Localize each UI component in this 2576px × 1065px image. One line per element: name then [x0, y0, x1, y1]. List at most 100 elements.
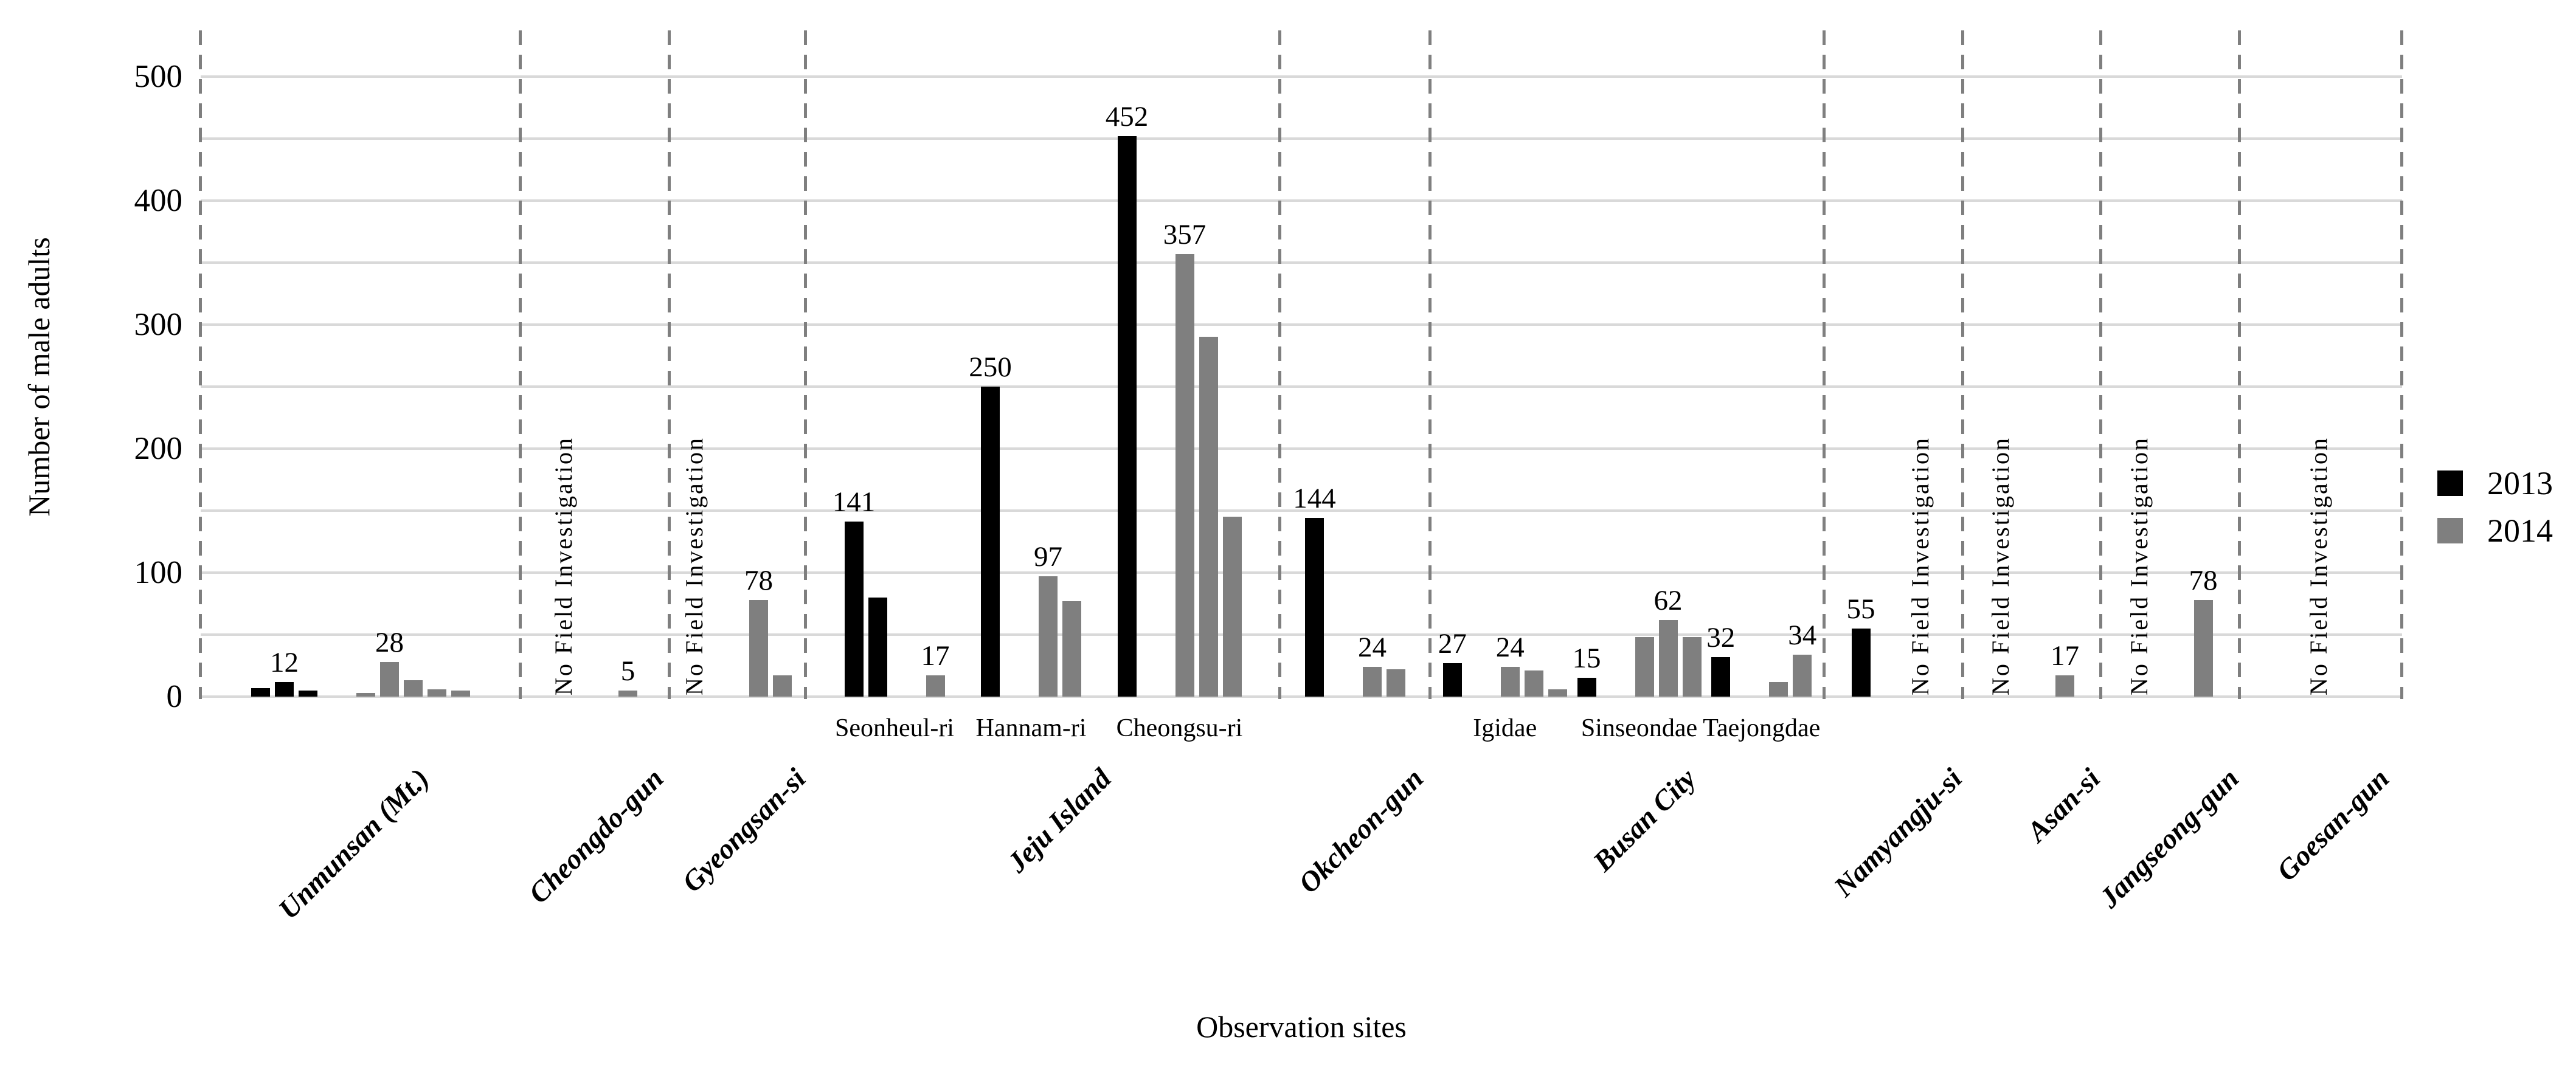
bar-2013: [1442, 663, 1462, 697]
site-label: Jeju Island: [1001, 762, 1118, 879]
y-axis-tick-label: 400: [134, 183, 183, 218]
bar-2013: [1711, 657, 1731, 697]
bar-wrap: [1548, 689, 1567, 697]
group-divider: [1428, 30, 1432, 699]
legend-swatch-2013-icon: [2437, 470, 2463, 496]
bar-group: No Field Investigation 78: [672, 30, 803, 697]
bar-wrap: 62: [1654, 587, 1683, 697]
bar-cluster: 55 No Field Investigation: [1847, 393, 1936, 697]
gridline: [201, 323, 2402, 326]
bar-wrap: [428, 689, 446, 697]
group-divider: [199, 30, 202, 699]
gridline: [201, 633, 2402, 636]
gridline: [201, 447, 2402, 450]
bar-wrap: [1524, 670, 1543, 697]
site-label: Cheongdo-gun: [522, 762, 670, 910]
bars-2014: 78: [744, 567, 792, 697]
site-label: Asan-si: [2021, 762, 2107, 848]
bar-wrap: 357: [1163, 221, 1206, 697]
bar-2014: [773, 675, 792, 697]
site-label: Namyangju-si: [1827, 762, 1968, 903]
bars-2014: 357: [1163, 221, 1242, 697]
bar-2014: [1658, 620, 1678, 697]
x-axis-title: Observation sites: [1196, 1010, 1407, 1044]
bar-wrap: 250: [969, 353, 1012, 697]
bar-2013: [1851, 629, 1871, 697]
bars-2014: 5: [618, 657, 637, 697]
bars-2013: 141: [833, 488, 887, 697]
bars-2013: 12: [251, 649, 317, 697]
no-field-investigation-label: No Field Investigation: [2304, 436, 2332, 695]
bar-cluster: 141 17 Seonheul-ri: [833, 488, 954, 743]
bar-2013: [1117, 136, 1137, 697]
bar-2014: [749, 600, 768, 697]
bars-2013: 32: [1706, 624, 1735, 697]
bar-2014: [1682, 637, 1702, 697]
bar-2014: [1524, 670, 1543, 697]
bar-cluster: 144 24: [1293, 484, 1405, 697]
bar-value-label: 55: [1846, 593, 1875, 625]
bar-wrap: [1769, 682, 1788, 697]
bar-value-label: 250: [969, 351, 1012, 383]
bar-wrap: [1222, 517, 1242, 697]
bar-group: No Field Investigation 17: [1965, 30, 2099, 697]
bars-2014: 24: [1358, 633, 1405, 697]
bars-2014: 97: [1034, 543, 1081, 697]
subsite-label: Sinseondae: [1581, 714, 1698, 742]
bar-wrap: [1387, 669, 1405, 697]
bar-wrap: [1199, 337, 1218, 697]
bar-value-label: 141: [832, 486, 876, 518]
subsite-label: Cheongsu-ri: [1116, 714, 1243, 742]
legend-item-2014: 2014: [2437, 514, 2553, 547]
bar-2013: [844, 522, 864, 697]
bar-wrap: 55: [1847, 595, 1875, 697]
site-label: Unmunsan (Mt.): [272, 762, 435, 926]
bar-value-label: 34: [1788, 619, 1817, 651]
bar-group: 141 17 Seonheul-ri 250 97 Hannam-ri 452 357 Cheo…: [808, 30, 1278, 743]
bar-value-label: 62: [1653, 585, 1683, 616]
no-field-investigation-label: No Field Investigation: [1987, 436, 2014, 695]
bar-2014: [1387, 669, 1405, 697]
no-field-investigation-label: No Field Investigation: [550, 436, 577, 695]
bar-wrap: 28: [375, 629, 404, 697]
bar-cluster: No Field Investigation 78: [680, 393, 792, 697]
subsite-label: Hannam-ri: [975, 714, 1087, 742]
y-axis-tick-label: 300: [134, 307, 183, 342]
group-divider: [1823, 30, 1826, 699]
bar-wrap: [451, 691, 470, 697]
bar-value-label: 24: [1495, 632, 1525, 663]
bar-2013: [275, 682, 294, 697]
bar-2014: [1199, 337, 1218, 697]
bar-value-label: 78: [744, 565, 773, 596]
no-field-investigation-block: No Field Investigation: [550, 393, 580, 697]
bar-wrap: 5: [618, 657, 637, 697]
bar-group: 27 24 Igidae 15 62 Sinseondae 32 34 Taejongdae: [1433, 30, 1822, 743]
bar-wrap: [356, 693, 375, 697]
bar-value-label: 78: [2189, 565, 2218, 596]
site-label: Jangseong-gun: [2093, 762, 2245, 914]
bar-2014: [380, 662, 399, 697]
subsite-label: Seonheul-ri: [835, 714, 954, 742]
y-axis-tick-label: 0: [166, 679, 183, 714]
bar-wrap: 78: [744, 567, 773, 697]
bar-2014: [2055, 675, 2074, 697]
bar-2013: [251, 688, 270, 697]
bar-2014: [1039, 576, 1058, 697]
bar-2014: [356, 693, 375, 697]
bar-cluster: 32 34 Taejongdae: [1703, 621, 1820, 743]
y-axis-tick-label: 200: [134, 431, 183, 466]
bar-cluster: 12 28: [251, 629, 470, 697]
y-axis-tick-label: 500: [134, 59, 183, 94]
bar-value-label: 27: [1438, 628, 1467, 660]
y-axis-title: Number of male adults: [22, 237, 56, 517]
bar-2014: [1548, 689, 1567, 697]
bar-wrap: [1682, 637, 1702, 697]
bar-wrap: 12: [270, 649, 299, 697]
bars-2014: 17: [2051, 642, 2079, 697]
bars-2014: 28: [356, 629, 470, 697]
group-divider: [804, 30, 807, 699]
bar-wrap: 34: [1788, 621, 1816, 697]
gridline: [201, 137, 2402, 140]
bar-2014: [926, 675, 945, 697]
